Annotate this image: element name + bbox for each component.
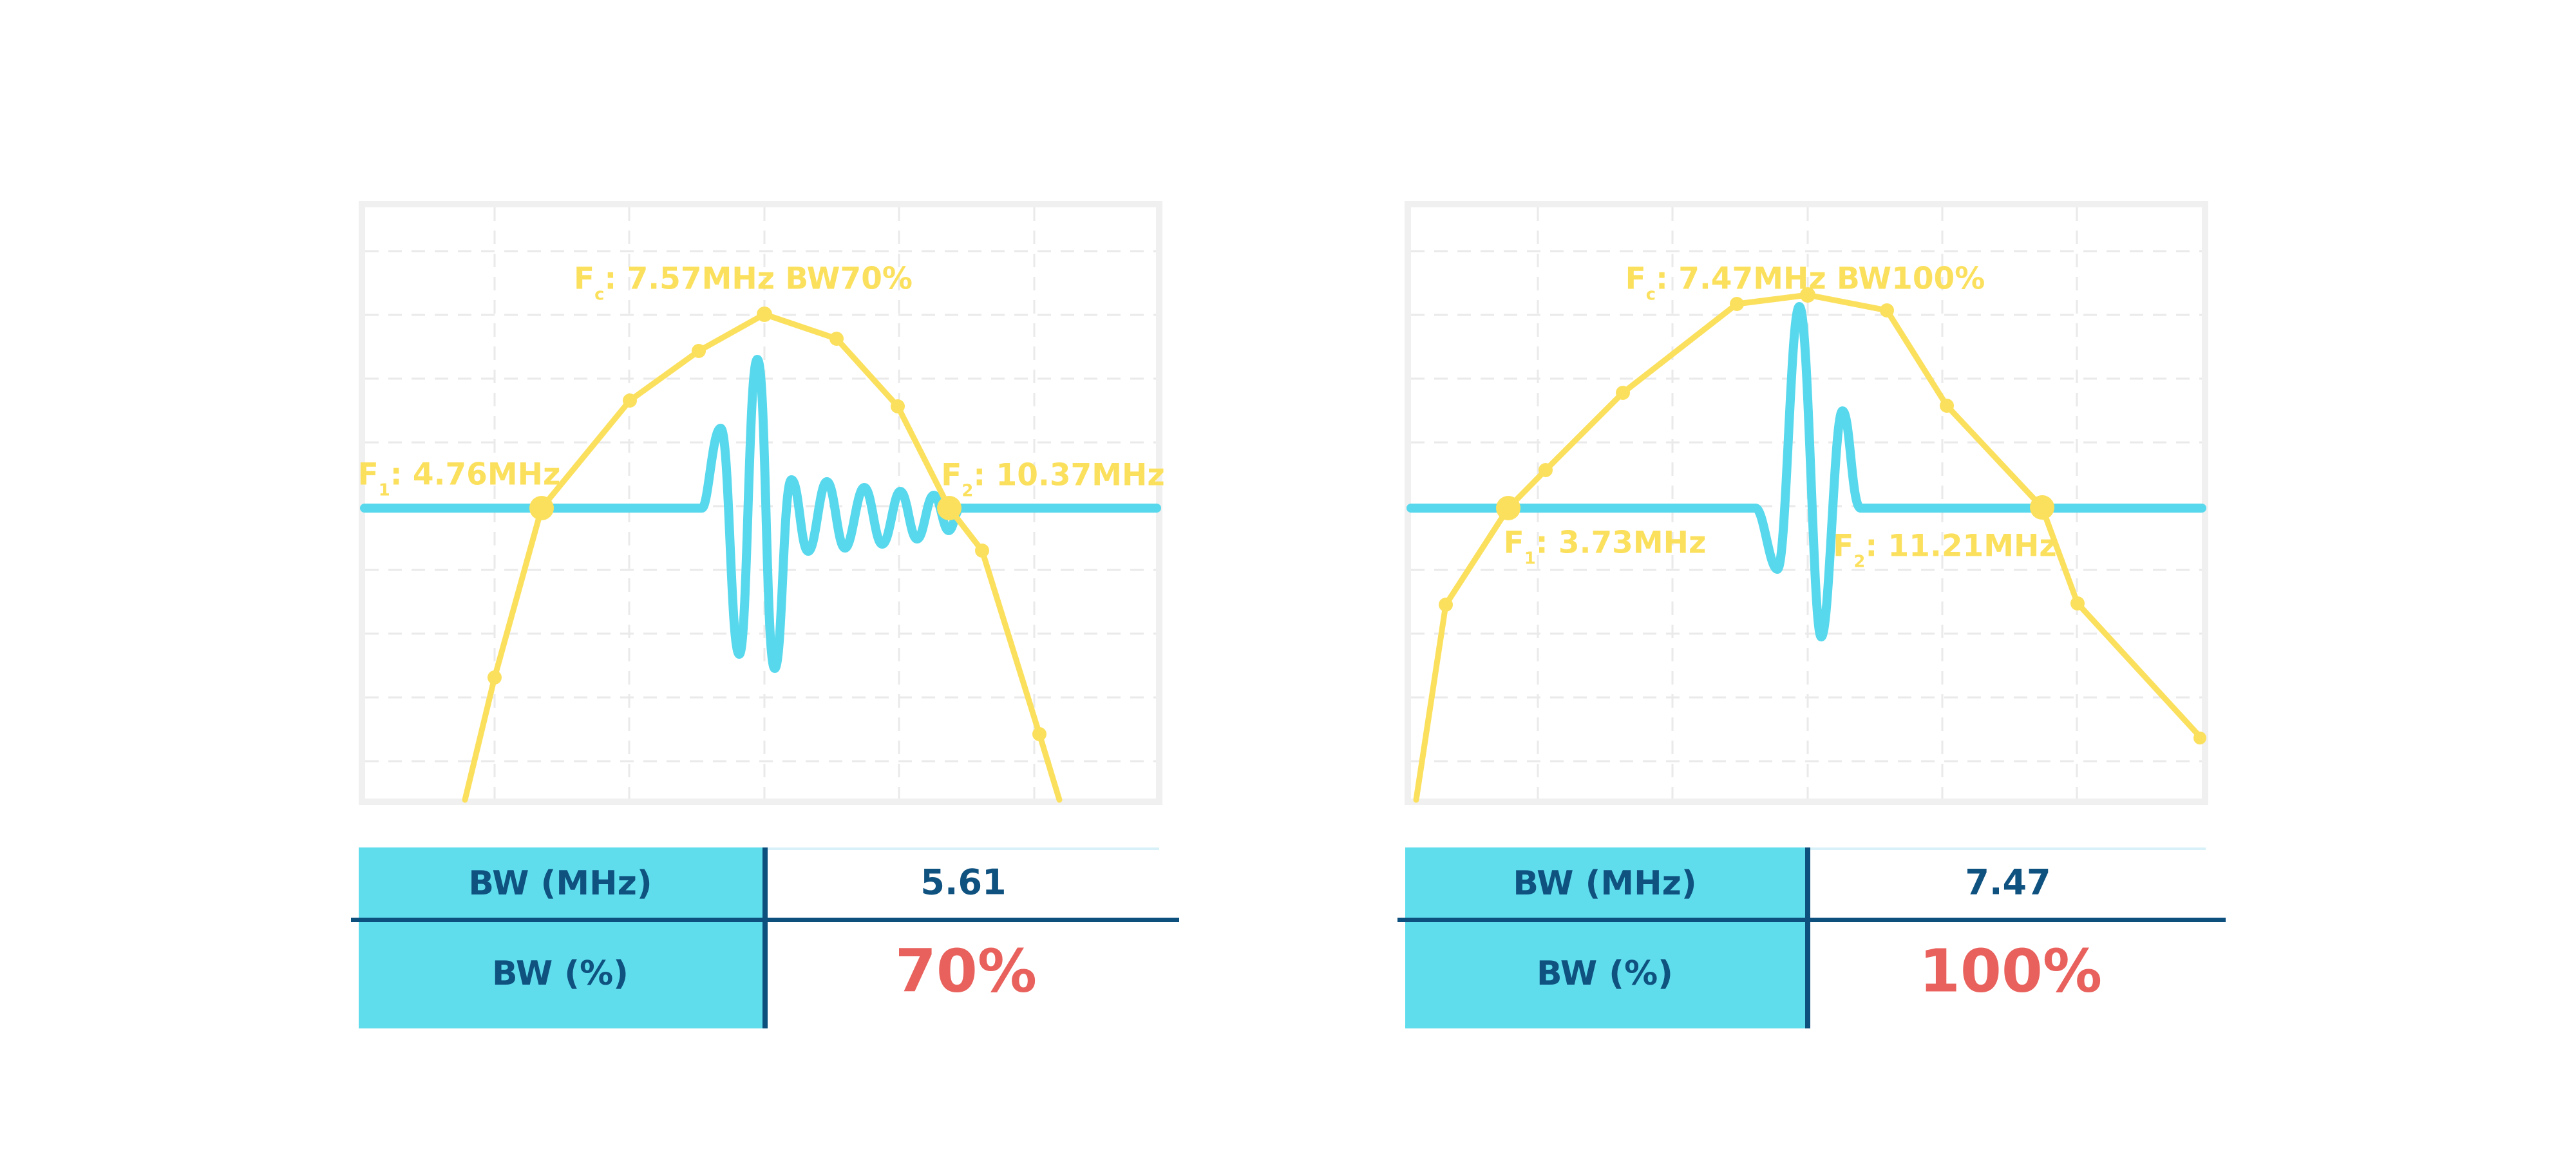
left-table-header-column — [359, 847, 762, 1028]
f1-label-base: F — [1503, 525, 1524, 561]
right-table-row-label: BW (MHz) — [1513, 864, 1697, 903]
f2-label-rest: : 10.37MHz — [973, 457, 1165, 493]
right-table-top-rule — [1810, 847, 2206, 850]
spectrum-point-marker — [2193, 732, 2206, 744]
pulse-waveform-line — [360, 355, 1161, 673]
right-table-bw-percent-value: 100% — [1918, 936, 2103, 1006]
spectrum-point-marker — [757, 307, 772, 322]
right-table-row-divider — [1397, 918, 2226, 922]
left-table-vertical-divider — [762, 847, 768, 1028]
left-table-bw-mhz-value: 5.61 — [920, 862, 1007, 903]
spectrum-point-marker — [1940, 399, 1954, 413]
spectrum-point-marker — [891, 399, 905, 413]
left-chart-fc-annotation: Fc: 7.57MHz BW70% — [574, 261, 913, 303]
spectrum-point-marker — [2070, 596, 2085, 610]
spectrum-point-marker — [2030, 495, 2054, 520]
right-chart-fc-annotation: Fc: 7.47MHz BW100% — [1625, 261, 1985, 303]
bw100-chart-plot — [1406, 207, 2206, 803]
f2-label-sub: 2 — [1853, 552, 1866, 572]
left-chart-f1-annotation: F1: 4.76MHz — [357, 457, 561, 499]
f1-label-rest: : 4.76MHz — [390, 457, 561, 493]
left-table-row-divider — [351, 918, 1179, 922]
spectrum-point-marker — [1439, 598, 1453, 612]
f2-label-base: F — [941, 457, 962, 493]
spectrum-point-marker — [1032, 727, 1046, 741]
spectrum-curve — [1413, 292, 2204, 803]
left-table-row-label: BW (%) — [492, 954, 629, 993]
f2-label-rest: : 11.21MHz — [1865, 528, 2057, 564]
right-table-vertical-divider — [1805, 847, 1810, 1028]
spectrum-point-marker — [529, 496, 554, 520]
spectrum-point-marker — [1616, 386, 1630, 400]
right-chart-f2-annotation: F2: 11.21MHz — [1833, 528, 2057, 571]
f1-label-sub: 1 — [1524, 549, 1536, 569]
spectrum-point-marker — [937, 496, 961, 520]
right-table-header-column — [1405, 847, 1805, 1028]
right-chart-f1-annotation: F1: 3.73MHz — [1503, 525, 1707, 567]
left-table-bw-percent-value: 70% — [895, 936, 1037, 1006]
spectrum-point-marker — [1730, 297, 1744, 311]
spectrum-point-marker — [975, 544, 989, 558]
spectrum-point-marker — [692, 344, 706, 358]
spectrum-point-marker — [1880, 303, 1894, 317]
f1-label-base: F — [357, 457, 379, 493]
f2-label-sub: 2 — [961, 481, 974, 501]
pulse-waveform-line — [1406, 302, 2206, 641]
fc-label-base: F — [1625, 261, 1646, 297]
spectrum-point-marker — [829, 332, 844, 346]
f2-label-base: F — [1833, 528, 1854, 564]
spectrum-point-marker — [1539, 463, 1553, 477]
spectrum-curve — [462, 311, 1063, 803]
fc-label-sub: c — [594, 285, 605, 305]
f1-label-sub: 1 — [378, 480, 390, 500]
left-table-top-rule — [768, 847, 1159, 850]
spectrum-point-marker — [1496, 496, 1520, 520]
fc-label-sub: c — [1645, 285, 1656, 305]
left-table-row-label: BW (MHz) — [468, 864, 652, 903]
f1-label-rest: : 3.73MHz — [1535, 525, 1707, 561]
spectrum-point-marker — [623, 393, 637, 408]
bw70-chart-plot — [360, 207, 1161, 803]
right-table-bw-mhz-value: 7.47 — [1965, 862, 2051, 903]
spectrum-point-marker — [488, 670, 502, 685]
fc-label-base: F — [574, 261, 595, 297]
fc-label-rest: : 7.57MHz BW70% — [604, 261, 913, 297]
left-chart-f2-annotation: F2: 10.37MHz — [941, 457, 1165, 500]
right-table-row-label: BW (%) — [1537, 954, 1673, 993]
spectrum-point-marker — [1800, 287, 1815, 303]
fc-label-rest: : 7.47MHz BW100% — [1656, 261, 1985, 297]
